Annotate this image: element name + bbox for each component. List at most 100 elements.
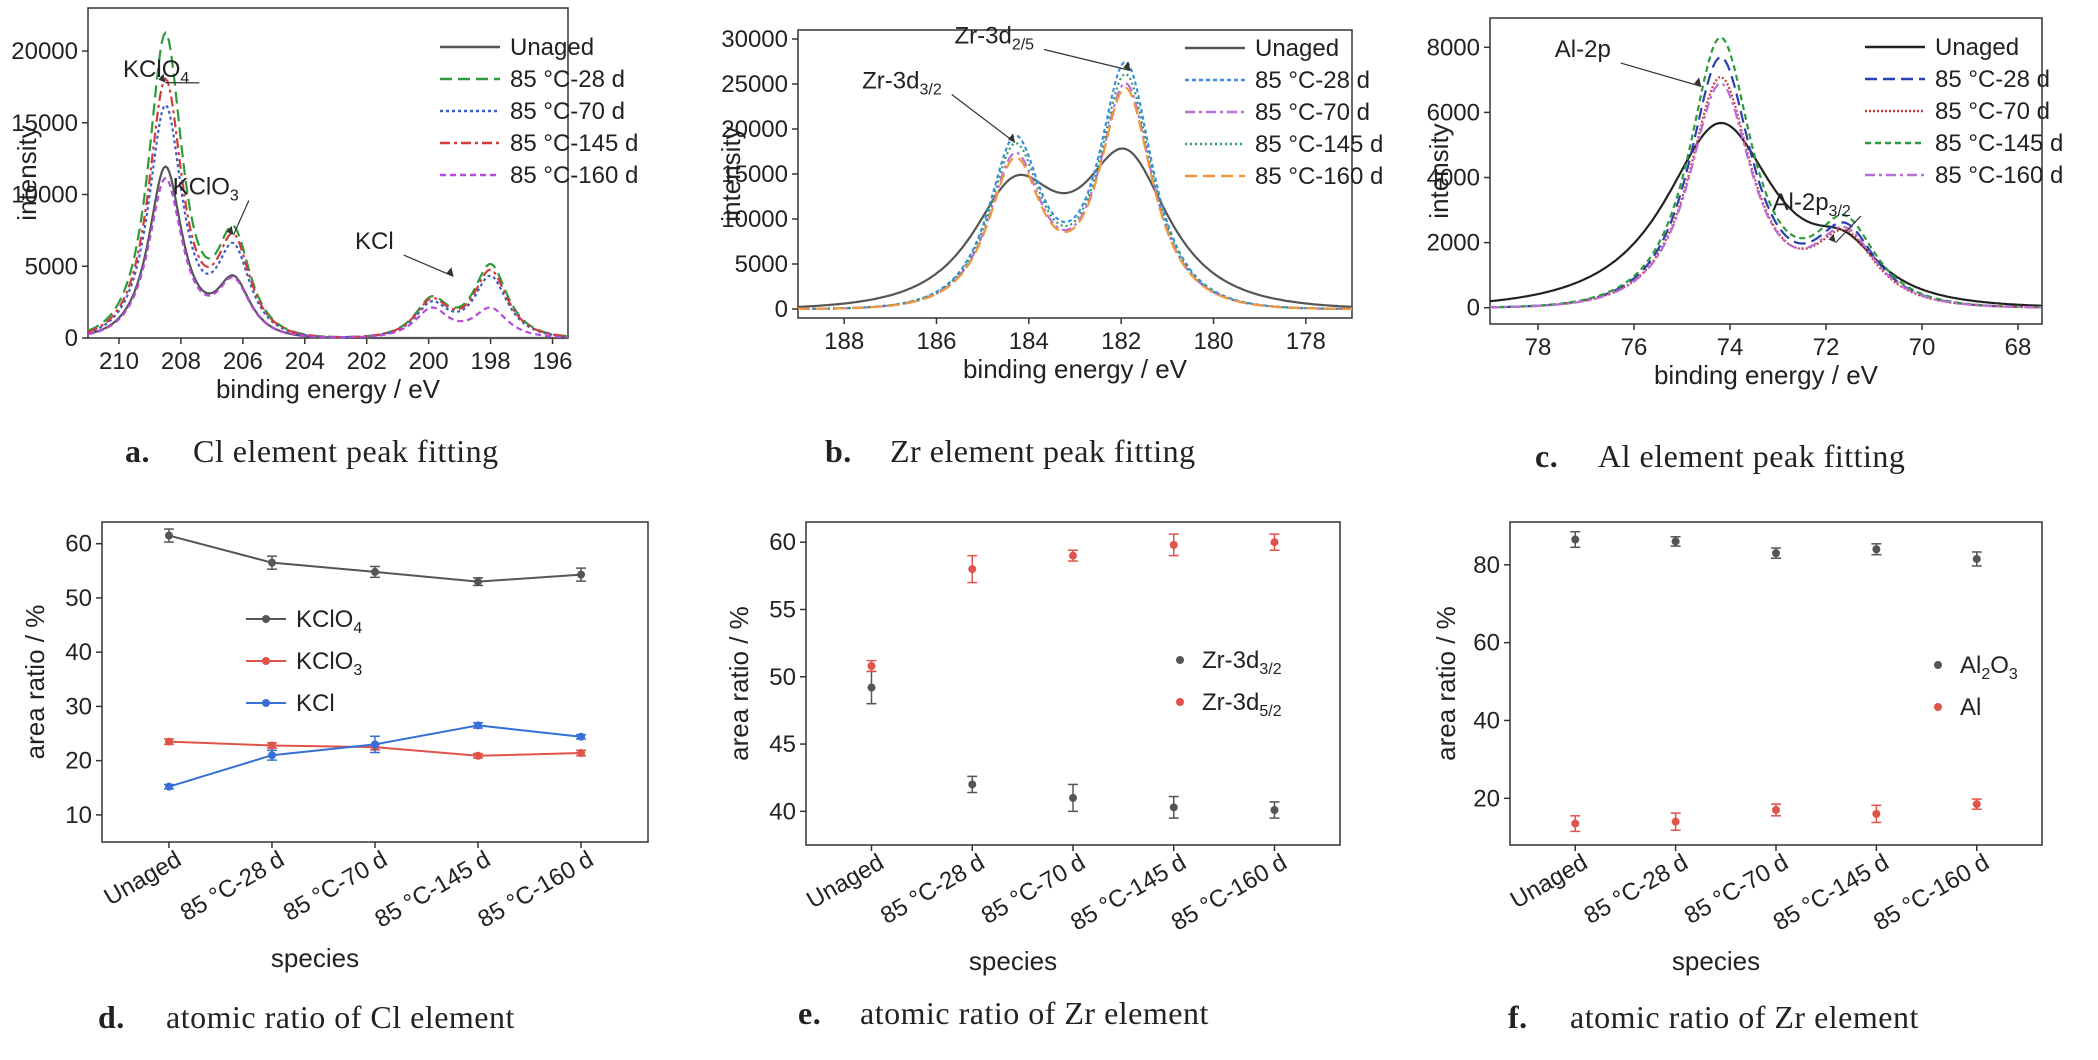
x-tick-label: 206 xyxy=(223,348,263,375)
data-point xyxy=(968,565,976,573)
annotation-label: KCl xyxy=(355,228,394,255)
x-tick-label: 202 xyxy=(347,348,387,375)
caption-f-text: atomic ratio of Zr element xyxy=(1570,999,1919,1035)
annotation-arrow xyxy=(1044,50,1130,71)
y-tick-label: 55 xyxy=(769,596,796,623)
x-tick-label: 210 xyxy=(99,348,139,375)
legend-marker xyxy=(262,699,270,707)
y-tick-label: 30 xyxy=(65,693,92,720)
y-tick-label: 40 xyxy=(1473,707,1500,734)
x-tick-label: Unaged xyxy=(802,849,888,914)
annotation-label: Zr-3d2/5 xyxy=(954,23,1034,54)
legend-label: 85 °C-145 d xyxy=(510,130,638,157)
data-point xyxy=(577,749,585,757)
data-point xyxy=(1271,806,1279,814)
legend-label: 85 °C-28 d xyxy=(1935,66,2050,93)
annotation-arrowhead xyxy=(1829,234,1836,243)
data-point xyxy=(1069,552,1077,560)
data-point xyxy=(371,740,379,748)
legend-label: Al xyxy=(1960,694,1981,721)
data-point xyxy=(1571,820,1579,828)
x-tick-label: 204 xyxy=(285,348,325,375)
y-tick-label: 25000 xyxy=(721,71,788,98)
x-axis-label: species xyxy=(271,943,359,973)
data-point xyxy=(1271,538,1279,546)
data-point xyxy=(968,780,976,788)
legend-label: Zr-3d3/2 xyxy=(1202,647,1282,678)
y-tick-label: 40 xyxy=(65,639,92,666)
y-tick-label: 50 xyxy=(769,664,796,691)
x-tick-label: 70 xyxy=(1909,334,1936,361)
y-tick-label: 60 xyxy=(769,529,796,556)
x-tick-label: 85 °C-160 d xyxy=(1167,849,1292,937)
x-tick-label: 68 xyxy=(2005,334,2032,361)
y-tick-label: 60 xyxy=(65,531,92,558)
x-tick-label: 182 xyxy=(1101,328,1141,355)
series-line-2 xyxy=(88,105,568,337)
legend-label: Unaged xyxy=(1255,35,1339,62)
legend-label: Al2O3 xyxy=(1960,652,2018,683)
y-tick-label: 45 xyxy=(769,731,796,758)
data-point xyxy=(867,662,875,670)
data-point xyxy=(165,532,173,540)
data-point xyxy=(577,733,585,741)
x-tick-label: 74 xyxy=(1717,334,1744,361)
data-point xyxy=(1170,541,1178,549)
x-tick-label: Unaged xyxy=(1506,849,1592,914)
y-tick-label: 60 xyxy=(1473,630,1500,657)
data-point xyxy=(1872,810,1880,818)
x-tick-label: 184 xyxy=(1009,328,1049,355)
data-point xyxy=(268,559,276,567)
caption-d-text: atomic ratio of Cl element xyxy=(166,999,515,1035)
annotation-arrow xyxy=(952,95,1015,143)
x-tick-label: 85 °C-160 d xyxy=(1869,849,1994,937)
x-tick-label: 85 °C-145 d xyxy=(370,846,495,934)
legend-label: 85 °C-160 d xyxy=(1255,163,1383,190)
x-tick-label: 72 xyxy=(1813,334,1840,361)
legend-label: Zr-3d5/2 xyxy=(1202,689,1282,720)
annotation-label: KClO3 xyxy=(173,174,239,205)
x-axis-label: binding energy / eV xyxy=(963,354,1188,384)
y-axis-label: intensity xyxy=(716,126,746,221)
data-point xyxy=(268,741,276,749)
legend-label: 85 °C-28 d xyxy=(510,66,625,93)
y-tick-label: 5000 xyxy=(735,251,788,278)
x-tick-label: 180 xyxy=(1193,328,1233,355)
legend-label: Unaged xyxy=(510,34,594,61)
y-tick-label: 5000 xyxy=(25,253,78,280)
y-tick-label: 80 xyxy=(1473,552,1500,579)
x-tick-label: 208 xyxy=(161,348,201,375)
data-point xyxy=(1973,555,1981,563)
y-tick-label: 50 xyxy=(65,585,92,612)
caption-c-letter: c. xyxy=(1535,438,1558,474)
y-tick-label: 8000 xyxy=(1427,34,1480,61)
data-point xyxy=(1872,545,1880,553)
legend-label: KClO3 xyxy=(296,648,362,679)
y-axis-label: intensity xyxy=(1424,123,1454,218)
legend-marker xyxy=(262,657,270,665)
x-tick-label: 85 °C-160 d xyxy=(473,846,598,934)
annotation-arrow xyxy=(1621,63,1701,86)
y-tick-label: 40 xyxy=(769,798,796,825)
data-point xyxy=(474,752,482,760)
x-axis-label: species xyxy=(1672,946,1760,976)
x-tick-label: 85 °C-28 d xyxy=(876,849,989,930)
annotation-arrow xyxy=(234,201,249,235)
legend-label: 85 °C-70 d xyxy=(1935,98,2050,125)
data-point xyxy=(1069,794,1077,802)
caption-e-letter: e. xyxy=(798,995,821,1031)
series-line-0 xyxy=(88,167,568,339)
caption-e-text: atomic ratio of Zr element xyxy=(860,995,1209,1031)
y-tick-label: 0 xyxy=(65,325,78,352)
y-tick-label: 20000 xyxy=(11,38,78,65)
x-tick-label: 186 xyxy=(916,328,956,355)
caption-f-letter: f. xyxy=(1508,999,1528,1035)
legend-marker xyxy=(1934,661,1942,669)
x-tick-label: 198 xyxy=(471,348,511,375)
caption-b-text: Zr element peak fitting xyxy=(890,433,1196,469)
annotation-label: KClO4 xyxy=(123,56,189,87)
legend-label: 85 °C-28 d xyxy=(1255,67,1370,94)
